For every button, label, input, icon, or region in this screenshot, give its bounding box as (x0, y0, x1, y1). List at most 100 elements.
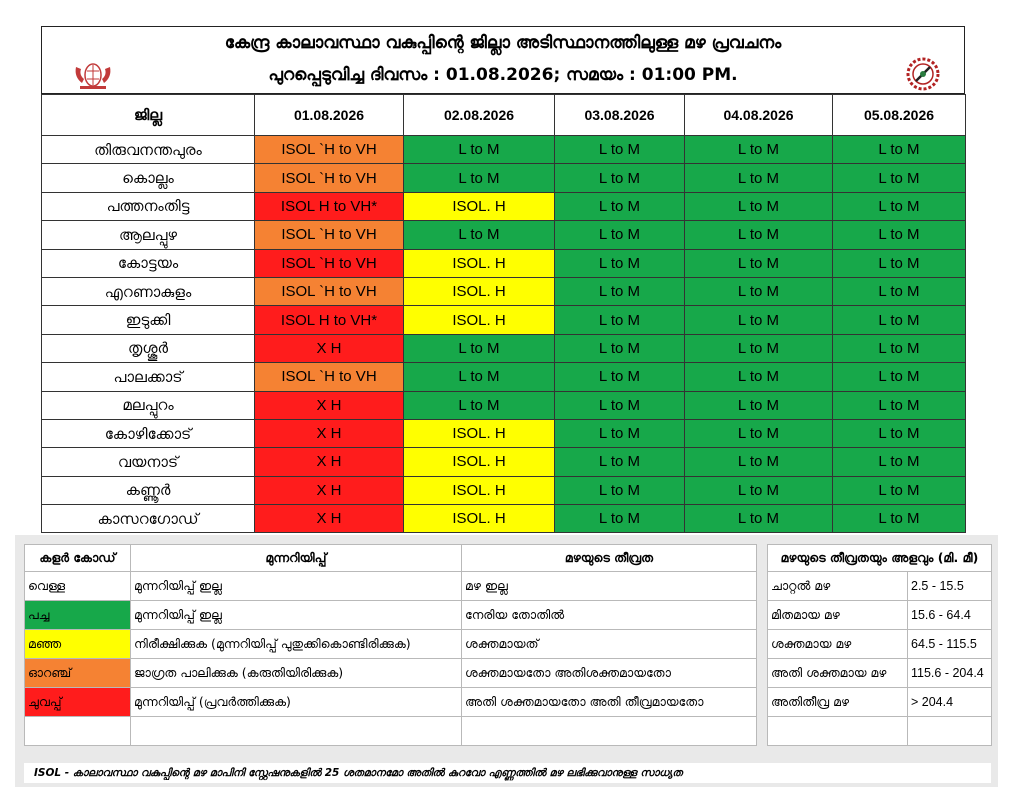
forecast-cell: L to M (554, 447, 685, 477)
warning-cell: മുന്നറിയിപ്പ് ഇല്ല (130, 600, 462, 630)
forecast-cell: L to M (554, 163, 685, 193)
forecast-cell: L to M (554, 390, 685, 420)
forecast-cell: L to M (684, 390, 833, 420)
district-name: തിരുവനന്തപുരം (41, 134, 255, 165)
page-title: കേന്ദ്ര കാലാവസ്ഥാ വകുപ്പിന്റെ ജില്ലാ അടി… (224, 33, 782, 53)
district-name: ഇടുക്കി (41, 305, 255, 335)
forecast-cell: L to M (832, 220, 966, 250)
forecast-cell: L to M (554, 134, 685, 165)
rain-category-label: ശക്തമായ മഴ (767, 629, 908, 659)
forecast-cell: ISOL H to VH* (254, 305, 404, 335)
intensity-cell: നേരിയ തോതിൽ (461, 600, 757, 630)
forecast-cell: ISOL `H to VH (254, 163, 404, 193)
date-column-header: 04.08.2026 (684, 94, 833, 136)
forecast-cell: ISOL. H (403, 276, 555, 307)
kerala-state-emblem-icon (75, 63, 111, 89)
forecast-cell: L to M (684, 305, 833, 335)
district-name: കോഴിക്കോട് (41, 418, 255, 449)
forecast-cell: L to M (554, 504, 685, 534)
forecast-cell: L to M (684, 475, 833, 506)
forecast-cell: L to M (832, 248, 966, 278)
rain-range-value: 115.6 - 204.4 (907, 658, 992, 688)
warning-cell: മുന്നറിയിപ്പ് (പ്രവർത്തിക്കുക) (130, 687, 462, 717)
rain-category-label: അതി ശക്തമായ മഴ (767, 658, 908, 688)
legend-row: വെള്ള മുന്നറിയിപ്പ് ഇല്ല മഴ ഇല്ല (24, 571, 757, 601)
forecast-cell: X H (254, 504, 404, 534)
forecast-cell: L to M (554, 305, 685, 335)
district-name: വയനാട് (41, 447, 255, 477)
rain-scale-row: അതിതീവ്ര മഴ > 204.4 (767, 687, 992, 717)
forecast-cell: L to M (403, 134, 555, 165)
forecast-cell: L to M (832, 333, 966, 364)
forecast-cell: L to M (832, 390, 966, 420)
empty-cell (24, 716, 131, 746)
forecast-cell: L to M (403, 390, 555, 420)
district-name: ആലപ്പുഴ (41, 220, 255, 250)
forecast-cell: ISOL. H (403, 191, 555, 222)
date-column-header: 03.08.2026 (554, 94, 685, 136)
legend-row: ഓറഞ്ച് ജാഗ്രത പാലിക്കുക (കരുതിയിരിക്കുക) ശ… (24, 658, 757, 688)
warning-header: മുന്നറിയിപ്പ് (130, 544, 462, 572)
rain-range-value: 15.6 - 64.4 (907, 600, 992, 630)
forecast-cell: X H (254, 475, 404, 506)
intensity-cell: അതി ശക്തമായതോ അതി തീവ്രമായതോ (461, 687, 757, 717)
date-column-header: 02.08.2026 (403, 94, 555, 136)
forecast-cell: L to M (554, 362, 685, 392)
empty-cell (767, 716, 908, 746)
forecast-cell: ISOL. H (403, 418, 555, 449)
rain-scale-row: ചാറ്റൽ മഴ 2.5 - 15.5 (767, 571, 992, 601)
date-column-header: 01.08.2026 (254, 94, 404, 136)
rain-scale-row-empty (767, 716, 992, 746)
issue-date-time: പുറപ്പെടുവിച്ച ദിവസം : 01.08.2026; സമയം … (268, 65, 738, 85)
rain-scale-row: ശക്തമായ മഴ 64.5 - 115.5 (767, 629, 992, 659)
legend-header-row: കളർ കോഡ് മുന്നറിയിപ്പ് മഴയുടെ തീവ്രത (24, 544, 757, 572)
forecast-cell: L to M (832, 163, 966, 193)
district-name: കൊല്ലം (41, 163, 255, 193)
intensity-cell: ശക്തമായത് (461, 629, 757, 659)
empty-cell (461, 716, 757, 746)
table-header-row: ജില്ല 01.08.2026 02.08.2026 03.08.2026 0… (41, 94, 966, 136)
empty-cell (907, 716, 992, 746)
forecast-cell: L to M (403, 333, 555, 364)
forecast-cell: L to M (832, 447, 966, 477)
color-code-cell: ചുവപ്പ് (24, 687, 131, 717)
forecast-cell: L to M (832, 362, 966, 392)
rain-range-value: > 204.4 (907, 687, 992, 717)
district-column-header: ജില്ല (41, 94, 255, 136)
rain-scale-header: മഴയുടെ തീവ്രതയും അളവും (മി. മീ) (767, 544, 992, 572)
forecast-cell: L to M (403, 163, 555, 193)
district-name: തൃശ്ശൂർ (41, 333, 255, 364)
forecast-cell: L to M (554, 220, 685, 250)
warning-cell: നിരീക്ഷിക്കുക (മുന്നറിയിപ്പ് പുതുക്കികൊണ… (130, 629, 462, 659)
district-name: മലപ്പുറം (41, 390, 255, 420)
district-name: കാസറഗോഡ് (41, 504, 255, 534)
forecast-cell: X H (254, 390, 404, 420)
rain-scale-legend: മഴയുടെ തീവ്രതയും അളവും (മി. മീ) ചാറ്റൽ മ… (767, 544, 992, 746)
color-code-cell: മഞ്ഞ (24, 629, 131, 659)
forecast-cell: L to M (554, 276, 685, 307)
forecast-cell: L to M (684, 191, 833, 222)
color-code-header: കളർ കോഡ് (24, 544, 131, 572)
forecast-cell: ISOL `H to VH (254, 134, 404, 165)
forecast-header: കേന്ദ്ര കാലാവസ്ഥാ വകുപ്പിന്റെ ജില്ലാ അടി… (41, 26, 965, 94)
forecast-cell: X H (254, 447, 404, 477)
rain-category-label: അതിതീവ്ര മഴ (767, 687, 908, 717)
warning-cell: ജാഗ്രത പാലിക്കുക (കരുതിയിരിക്കുക) (130, 658, 462, 688)
district-name: കോട്ടയം (41, 248, 255, 278)
legend-row: ചുവപ്പ് മുന്നറിയിപ്പ് (പ്രവർത്തിക്കുക) അതി… (24, 687, 757, 717)
warning-cell: മുന്നറിയിപ്പ് ഇല്ല (130, 571, 462, 601)
rain-range-value: 64.5 - 115.5 (907, 629, 992, 659)
forecast-cell: L to M (684, 447, 833, 477)
forecast-cell: L to M (684, 163, 833, 193)
legend-row-empty (24, 716, 757, 746)
color-code-cell: പച്ച (24, 600, 131, 630)
forecast-cell: L to M (554, 248, 685, 278)
forecast-cell: L to M (684, 276, 833, 307)
